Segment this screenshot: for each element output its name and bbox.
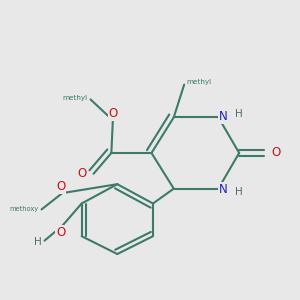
Text: methyl: methyl xyxy=(187,79,212,85)
Text: N: N xyxy=(219,110,228,123)
Text: O: O xyxy=(108,107,118,120)
Text: O: O xyxy=(56,180,65,193)
Text: methyl: methyl xyxy=(62,95,88,101)
Text: methoxy: methoxy xyxy=(9,206,38,212)
Text: H: H xyxy=(235,109,242,119)
Text: H: H xyxy=(235,187,242,196)
Text: O: O xyxy=(271,146,280,160)
Text: N: N xyxy=(219,183,228,196)
Text: H: H xyxy=(34,237,42,247)
Text: O: O xyxy=(56,226,65,239)
Text: O: O xyxy=(78,167,87,180)
